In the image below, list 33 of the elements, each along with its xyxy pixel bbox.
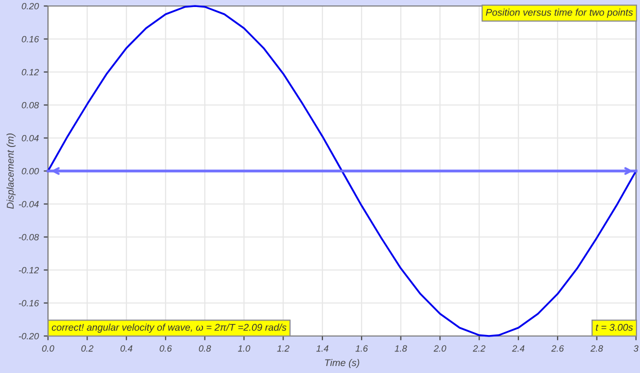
x-tick-label: 1.0 <box>238 345 250 352</box>
y-tick-label: -0.16 <box>18 300 39 306</box>
y-tick-label: 0.16 <box>22 36 39 42</box>
x-tick-label: 0.0 <box>42 345 54 352</box>
y-axis-title: Displacement (m) <box>6 133 16 209</box>
x-tick-label: 1.8 <box>394 345 408 352</box>
x-tick-label: 2.4 <box>512 345 524 352</box>
y-tick-label: -0.08 <box>18 234 39 240</box>
x-tick-label: 2.2 <box>472 345 486 352</box>
y-tick-label: 0.12 <box>22 68 39 76</box>
x-tick-label: 0.6 <box>160 345 172 352</box>
y-tick-label: 0.04 <box>22 134 39 142</box>
x-tick-label: 2.0 <box>434 345 446 352</box>
x-tick-label: 0.4 <box>120 345 132 352</box>
x-tick-label: 2.6 <box>551 345 564 352</box>
annotation: correct! angular velocity of wave, ω = 2π/T =2.09 rad/s <box>52 324 286 333</box>
x-tick-label: 1.2 <box>277 345 290 352</box>
y-tick-label: 0.08 <box>22 102 39 108</box>
line-series <box>47 5 637 337</box>
x-tick-label: 3 <box>634 345 638 352</box>
y-tick-label: 0.00 <box>22 168 39 174</box>
x-tick-label: 0.8 <box>198 345 212 352</box>
y-tick-label: -0.04 <box>18 200 39 208</box>
chart-title: Position versus time for two points <box>486 8 633 18</box>
y-tick-label: 0.20 <box>22 2 39 10</box>
x-tick-label: 1.4 <box>316 345 328 352</box>
x-axis-title: Time (s) <box>325 359 360 368</box>
x-tick-label: 1.6 <box>356 345 368 352</box>
y-tick-label: -0.20 <box>18 332 39 340</box>
x-tick-label: 2.8 <box>590 345 604 352</box>
y-tick-label: -0.12 <box>18 266 39 274</box>
x-tick-label: 0.2 <box>81 345 94 352</box>
annotation: t = 3.00s <box>596 324 633 331</box>
